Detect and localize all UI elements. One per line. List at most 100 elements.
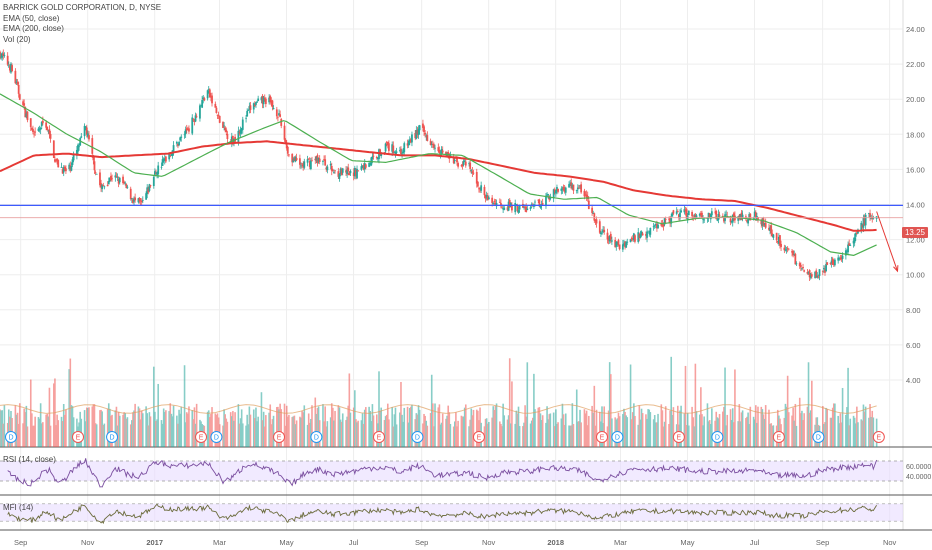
volume-bar (653, 415, 656, 447)
candle-body (92, 155, 95, 161)
volume-bar (184, 422, 187, 447)
volume-bar (785, 406, 788, 447)
x-tick-label: 2017 (146, 538, 163, 547)
volume-bar (356, 422, 358, 447)
candle-body (686, 216, 689, 221)
candle-body (380, 153, 383, 157)
volume-bar (238, 423, 241, 447)
candle-body (110, 175, 112, 181)
volume-bar (388, 419, 390, 447)
volume-bar (386, 403, 389, 447)
volume-bar (169, 403, 172, 447)
volume-bar (294, 424, 297, 447)
candle-body (676, 211, 679, 213)
candle-body (46, 126, 49, 131)
candle-body (339, 168, 342, 175)
candle-body (806, 272, 809, 274)
volume-bar (322, 404, 324, 447)
volume-bar (432, 403, 434, 447)
candle-body (210, 96, 212, 98)
last-price-tag: 13.25 (901, 227, 928, 238)
candle-body (614, 239, 617, 248)
candle-body (108, 177, 111, 182)
volume-bar (703, 416, 705, 447)
volume-bar (438, 404, 441, 447)
candle-body (816, 275, 819, 278)
volume-bar (183, 365, 186, 447)
candle-body (501, 207, 503, 209)
volume-bar (272, 415, 275, 447)
volume-bar (776, 409, 779, 447)
volume-bar (295, 420, 298, 447)
candle-body (572, 184, 575, 191)
volume-bar (783, 417, 786, 447)
volume-bar (764, 405, 767, 447)
candle-body (186, 129, 189, 131)
legend-volume[interactable]: Vol (20) (3, 34, 31, 44)
candle-body (710, 211, 713, 216)
candle-body (68, 164, 71, 170)
volume-bar (1, 410, 3, 447)
volume-bar (368, 406, 370, 447)
volume-bar (56, 414, 58, 447)
volume-bar (645, 414, 647, 447)
candle-body (61, 169, 64, 174)
legend-ema200[interactable]: EMA (200, close) (3, 24, 64, 33)
candle-body (368, 162, 371, 167)
candle-body (534, 201, 536, 203)
volume-bar (433, 426, 435, 447)
candle-body (607, 237, 610, 241)
volume-bar (499, 421, 501, 447)
candle-body (561, 188, 564, 190)
volume-bar (672, 407, 675, 447)
volume-bar (168, 411, 170, 447)
volume-bar (317, 406, 320, 447)
volume-bar (279, 403, 281, 447)
volume-bar (553, 426, 556, 447)
candle-body (201, 100, 204, 108)
x-tick-label: Sep (14, 538, 27, 547)
candle-body (809, 275, 812, 278)
volume-bar (831, 407, 834, 447)
legend-ema50[interactable]: EMA (50, close) (3, 13, 60, 23)
volume-bar (126, 417, 129, 447)
volume-bar (10, 410, 12, 447)
volume-bar (647, 409, 649, 447)
candle-body (837, 257, 840, 261)
chart-title[interactable]: BARRICK GOLD CORPORATION, D, NYSE (3, 3, 162, 12)
rsi-label[interactable]: RSI (14, close) (3, 455, 56, 464)
candle-body (753, 211, 756, 217)
candle-body (430, 144, 433, 145)
candle-body (648, 233, 651, 234)
mfi-label[interactable]: MFI (14) (3, 503, 34, 512)
volume-bar (233, 420, 235, 447)
candle-body (429, 140, 432, 146)
volume-bar (648, 409, 651, 447)
candle-body (860, 222, 863, 231)
candle-body (0, 56, 2, 58)
volume-bar (685, 424, 688, 447)
candle-body (153, 171, 156, 175)
volume-bar (415, 413, 418, 447)
event-marker-label: E (377, 435, 382, 442)
candle-body (821, 270, 824, 272)
volume-bar (646, 418, 648, 447)
rsi-band (0, 461, 903, 481)
volume-bar (475, 409, 478, 447)
volume-bar (379, 411, 381, 447)
volume-bar (239, 418, 242, 447)
volume-bar (42, 422, 44, 447)
candle-body (424, 132, 427, 135)
volume-bar (308, 422, 311, 447)
candle-body (157, 165, 160, 175)
chart-legend: BARRICK GOLD CORPORATION, D, NYSE EMA (5… (3, 3, 161, 45)
volume-bar (103, 423, 106, 447)
candle-body (671, 212, 674, 217)
volume-bar (639, 419, 642, 447)
volume-bar (494, 405, 497, 447)
candle-body (741, 214, 744, 219)
volume-bar (669, 410, 671, 447)
volume-bar (154, 411, 156, 447)
